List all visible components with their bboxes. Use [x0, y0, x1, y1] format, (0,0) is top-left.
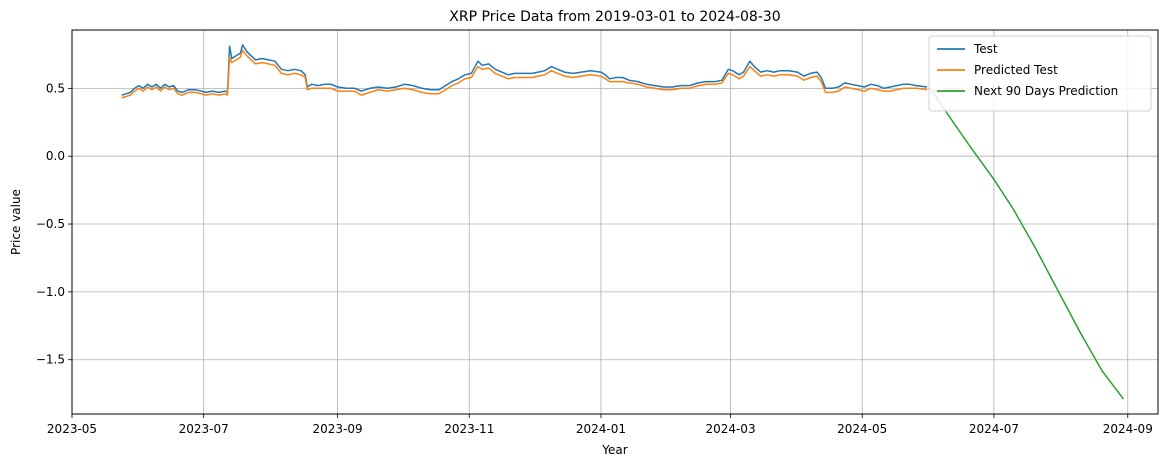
- series-lines: [121, 44, 1125, 400]
- x-tick-label: 2024-09: [1103, 422, 1153, 436]
- chart-title: XRP Price Data from 2019-03-01 to 2024-0…: [449, 9, 780, 25]
- x-tick-label: 2024-05: [837, 422, 887, 436]
- y-tick-label: −1.5: [36, 353, 65, 367]
- x-tick-label: 2023-05: [47, 422, 97, 436]
- series-line-1: [121, 44, 928, 96]
- y-tick-label: 0.5: [46, 81, 65, 95]
- y-tick-label: 0.0: [46, 149, 65, 163]
- series-line-2: [121, 49, 928, 99]
- legend-entry: Test: [973, 42, 998, 56]
- y-tick-label: −0.5: [36, 217, 65, 231]
- x-tick-label: 2024-01: [576, 422, 626, 436]
- x-axis-label: Year: [601, 443, 627, 457]
- legend-entry: Next 90 Days Prediction: [974, 84, 1118, 98]
- y-tick-label: −1.0: [36, 285, 65, 299]
- series-line-3: [928, 86, 1125, 400]
- x-tick-label: 2024-07: [969, 422, 1019, 436]
- y-axis-label: Price value: [9, 189, 23, 255]
- x-tick-label: 2023-07: [179, 422, 229, 436]
- x-tick-label: 2024-03: [705, 422, 755, 436]
- legend: Test Predicted Test Next 90 Days Predictio…: [928, 35, 1152, 112]
- x-tick-label: 2023-11: [444, 422, 494, 436]
- legend-box: [928, 35, 1152, 112]
- axis-ticks: 2023-05 2023-07 2023-09 2023-11 2024-01 2024-…: [36, 81, 1153, 436]
- plot-frame: [71, 29, 1159, 415]
- legend-entry: Predicted Test: [974, 63, 1058, 77]
- x-tick-label: 2023-09: [312, 422, 362, 436]
